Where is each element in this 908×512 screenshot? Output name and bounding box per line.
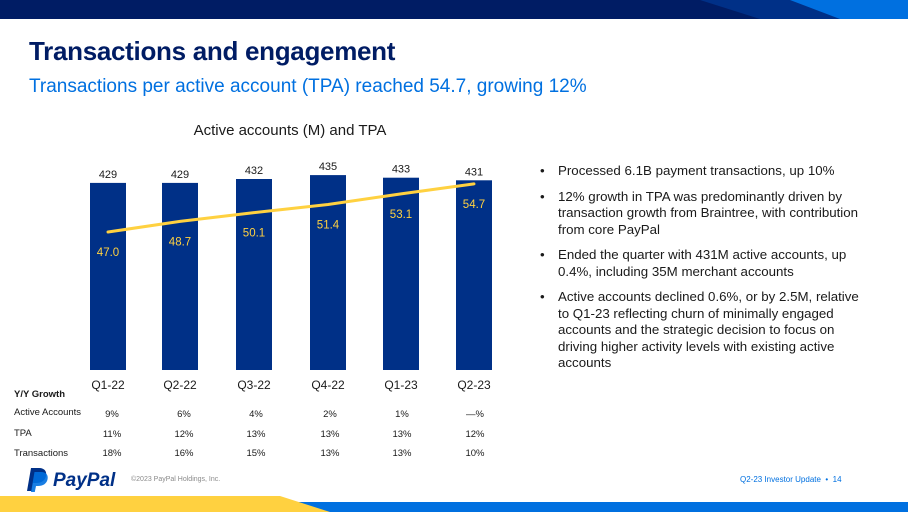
bar <box>236 179 272 370</box>
growth-cell: 2% <box>323 409 337 420</box>
page-subtitle: Transactions per active account (TPA) re… <box>29 76 587 97</box>
bar-value-label: 433 <box>392 164 410 176</box>
growth-cell: 12% <box>174 429 194 440</box>
bar <box>456 180 492 370</box>
bar-value-label: 431 <box>465 166 483 178</box>
footer-page-info: Q2-23 Investor Update • 14 <box>740 475 842 484</box>
tpa-value-label: 53.1 <box>390 209 412 221</box>
page-number: 14 <box>832 475 842 484</box>
chart-title: Active accounts (M) and TPA <box>193 122 387 139</box>
top-decorative-band <box>0 0 908 19</box>
key-point-text: Active accounts declined 0.6%, or by 2.5… <box>558 289 859 370</box>
footer-label: Q2-23 Investor Update <box>740 475 821 484</box>
growth-cell: —% <box>466 409 484 420</box>
bar <box>162 182 198 370</box>
growth-cell: 15% <box>246 448 266 459</box>
logo-wordmark: PayPal <box>53 470 116 491</box>
growth-cell: 13% <box>320 429 340 440</box>
bullet-icon: • <box>540 247 545 262</box>
x-tick-label: Q4-22 <box>311 378 345 392</box>
key-point: • Processed 6.1B payment transactions, up… <box>538 163 868 180</box>
key-points-list: • Processed 6.1B payment transactions, up… <box>538 163 868 381</box>
growth-cell: 16% <box>174 448 194 459</box>
bottom-decorative-band <box>0 496 908 512</box>
growth-cell: 6% <box>177 409 191 420</box>
growth-cell: 13% <box>320 448 340 459</box>
x-tick-label: Q3-22 <box>237 378 271 392</box>
key-point: • Active accounts declined 0.6%, or by 2.… <box>538 289 868 372</box>
growth-cell: 13% <box>246 429 266 440</box>
growth-row-label: TPA <box>14 428 32 439</box>
tpa-value-label: 47.0 <box>97 247 119 259</box>
x-tick-label: Q2-22 <box>163 378 197 392</box>
bar-value-label: 435 <box>319 161 337 173</box>
growth-cell: 10% <box>465 448 485 459</box>
growth-row-label: Active Accounts <box>14 407 82 418</box>
key-point: • 12% growth in TPA was predominantly dri… <box>538 189 868 239</box>
bar <box>383 177 419 370</box>
bar-value-label: 432 <box>245 165 263 177</box>
bullet-icon: • <box>540 163 545 178</box>
copyright-text: ©2023 PayPal Holdings, Inc. <box>131 476 221 483</box>
tpa-value-label: 54.7 <box>463 199 485 211</box>
x-tick-label: Q1-23 <box>384 378 418 392</box>
growth-cell: 11% <box>102 429 122 440</box>
tpa-value-label: 48.7 <box>169 236 191 248</box>
growth-cell: 9% <box>105 409 119 420</box>
x-tick-label: Q1-22 <box>91 378 125 392</box>
growth-cell: 1% <box>395 409 409 420</box>
paypal-logo: PayPal <box>27 468 116 492</box>
key-point-text: Processed 6.1B payment transactions, up … <box>558 163 835 178</box>
bullet-icon: • <box>540 289 545 304</box>
x-tick-label: Q2-23 <box>457 378 491 392</box>
growth-cell: 13% <box>392 429 412 440</box>
growth-cell: 12% <box>465 429 485 440</box>
growth-row-label: Transactions <box>14 448 69 459</box>
growth-cell: 18% <box>102 448 122 459</box>
tpa-value-label: 51.4 <box>317 220 340 232</box>
bar-value-label: 429 <box>99 169 117 181</box>
tpa-value-label: 50.1 <box>243 228 265 240</box>
tpa-line <box>106 182 476 234</box>
growth-cell: 4% <box>249 409 263 420</box>
growth-cell: 13% <box>392 448 412 459</box>
bar <box>310 175 346 370</box>
growth-table-header: Y/Y Growth <box>14 389 66 400</box>
page-title: Transactions and engagement <box>29 36 396 66</box>
key-point: • Ended the quarter with 431M active acco… <box>538 247 868 280</box>
bullet-icon: • <box>540 188 545 204</box>
bar <box>90 182 126 370</box>
bar-value-label: 429 <box>171 169 189 181</box>
key-point-text: Ended the quarter with 431M active accou… <box>558 247 847 279</box>
key-point-text: 12% growth in TPA was predominantly driv… <box>558 188 859 237</box>
